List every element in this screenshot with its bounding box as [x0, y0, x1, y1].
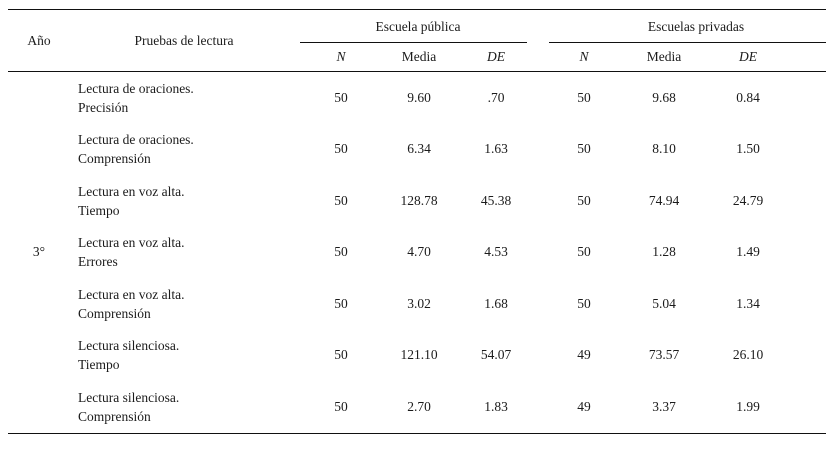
test-name-cell: Lectura en voz alta. Comprensión	[70, 278, 298, 330]
table-row: Lectura silenciosa. Tiempo 50 121.10 54.…	[8, 330, 826, 382]
private-media-cell: 5.04	[652, 295, 676, 311]
test-name-line1: Lectura en voz alta.	[78, 183, 185, 199]
private-de-cell: 0.84	[736, 89, 760, 105]
group-header-public-label: Escuela pública	[375, 18, 461, 34]
public-n-cell: 50	[334, 295, 348, 311]
public-de-cell: 1.63	[484, 141, 508, 157]
public-de-cell: 4.53	[484, 244, 508, 260]
private-n-cell: 50	[577, 141, 591, 157]
private-de-cell: 1.99	[736, 398, 760, 414]
public-media-cell: 121.10	[400, 347, 438, 363]
column-header-private-de: DE	[698, 43, 826, 72]
table-row: Lectura en voz alta. Tiempo 50 128.78 45…	[8, 175, 826, 227]
private-media-cell: 3.37	[652, 398, 676, 414]
group-underline-rule	[300, 42, 527, 43]
public-n-cell: 50	[334, 89, 348, 105]
private-de-cell: 24.79	[732, 192, 764, 208]
test-name-cell: Lectura en voz alta. Tiempo	[70, 175, 298, 227]
header-subhead-row: N Media DE N Media DE	[8, 43, 826, 72]
public-media-cell: 9.60	[407, 89, 431, 105]
column-header-public-de: DE	[454, 43, 538, 72]
public-media-cell: 6.34	[407, 141, 431, 157]
column-header-private-media: Media	[630, 43, 698, 72]
test-name-cell: Lectura de oraciones. Precisión	[70, 72, 298, 124]
table-row: Lectura en voz alta. Errores 50 4.70 4.5…	[8, 227, 826, 279]
test-name-line1: Lectura de oraciones.	[78, 132, 194, 148]
public-media-cell: 128.78	[400, 192, 438, 208]
test-name-line2: Precisión	[78, 99, 129, 115]
group-header-private-label: Escuelas privadas	[647, 18, 745, 34]
private-media-cell: 74.94	[648, 192, 680, 208]
public-media-cell: 4.70	[407, 244, 431, 260]
test-name-cell: Lectura silenciosa. Comprensión	[70, 381, 298, 433]
test-name-line2: Comprensión	[78, 151, 151, 167]
results-table: Año Pruebas de lectura Escuela pública E…	[8, 9, 826, 434]
private-de-cell: 1.34	[736, 295, 760, 311]
private-n-cell: 50	[577, 192, 591, 208]
private-media-cell: 73.57	[648, 347, 680, 363]
test-name-line2: Comprensión	[78, 305, 151, 321]
test-name-cell: Lectura de oraciones. Comprensión	[70, 124, 298, 176]
public-n-cell: 50	[334, 244, 348, 260]
private-de-cell: 1.50	[736, 141, 760, 157]
private-n-cell: 50	[577, 244, 591, 260]
test-name-line1: Lectura en voz alta.	[78, 235, 185, 251]
table-row: Lectura de oraciones. Comprensión 50 6.3…	[8, 124, 826, 176]
public-de-cell: 1.68	[484, 295, 508, 311]
private-n-cell: 50	[577, 295, 591, 311]
column-header-private-n: N	[538, 43, 630, 72]
test-name-line2: Comprensión	[78, 408, 151, 424]
public-de-cell: 45.38	[480, 192, 512, 208]
public-n-cell: 50	[334, 192, 348, 208]
column-header-public-media: Media	[384, 43, 454, 72]
header-spanner-row: Año Pruebas de lectura Escuela pública E…	[8, 9, 826, 72]
private-de-cell: 1.49	[736, 244, 760, 260]
private-n-cell: 49	[577, 347, 591, 363]
public-media-cell: 3.02	[407, 295, 431, 311]
table-row: Lectura silenciosa. Comprensión 50 2.70 …	[8, 381, 826, 433]
public-n-cell: 50	[334, 347, 348, 363]
table-row: Lectura en voz alta. Comprensión 50 3.02…	[8, 278, 826, 330]
private-media-cell: 9.68	[652, 89, 676, 105]
test-name-line1: Lectura en voz alta.	[78, 286, 185, 302]
test-name-line1: Lectura silenciosa.	[78, 338, 180, 354]
public-de-cell: 1.83	[484, 398, 508, 414]
private-n-cell: 49	[577, 398, 591, 414]
test-name-line1: Lectura silenciosa.	[78, 389, 180, 405]
test-name-line2: Errores	[78, 254, 118, 270]
year-cell: 3°	[32, 244, 46, 260]
test-name-line2: Tiempo	[78, 202, 120, 218]
private-de-cell: 26.10	[732, 347, 764, 363]
private-media-cell: 8.10	[652, 141, 676, 157]
group-header-public: Escuela pública	[298, 10, 538, 43]
test-name-cell: Lectura silenciosa. Tiempo	[70, 330, 298, 382]
test-name-line1: Lectura de oraciones.	[78, 80, 194, 96]
public-de-cell: .70	[487, 89, 505, 105]
private-n-cell: 50	[577, 89, 591, 105]
group-underline-rule	[549, 42, 826, 43]
group-header-private: Escuelas privadas	[538, 10, 826, 43]
test-name-line2: Tiempo	[78, 357, 120, 373]
public-n-cell: 50	[334, 398, 348, 414]
column-header-public-n: N	[298, 43, 384, 72]
public-de-cell: 54.07	[480, 347, 512, 363]
test-name-cell: Lectura en voz alta. Errores	[70, 227, 298, 279]
table-row: 3° Lectura de oraciones. Precisión 50 9.…	[8, 72, 826, 260]
column-header-pruebas: Pruebas de lectura	[70, 9, 298, 72]
public-n-cell: 50	[334, 141, 348, 157]
public-media-cell: 2.70	[407, 398, 431, 414]
private-media-cell: 1.28	[652, 244, 676, 260]
column-header-ano: Año	[8, 9, 70, 72]
